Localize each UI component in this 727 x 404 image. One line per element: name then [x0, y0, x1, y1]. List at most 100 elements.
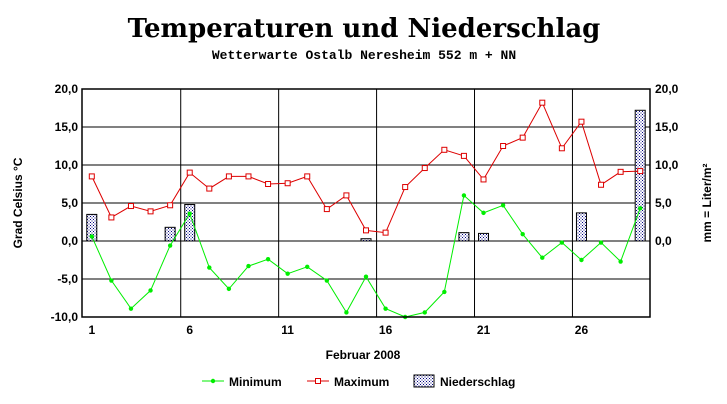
- y-tick-label-left: 0,0: [61, 234, 78, 248]
- y-tick-label-left: 20,0: [55, 82, 79, 96]
- y-tick-label-left: -10,0: [51, 310, 79, 324]
- data-markers: [88, 99, 644, 320]
- x-axis-label: Februar 2008: [326, 348, 401, 362]
- y-tick-label-right: 5,0: [655, 196, 672, 210]
- point-minimum: [559, 240, 565, 245]
- precipitation-bar: [575, 212, 587, 242]
- point-maximum: [304, 173, 311, 180]
- point-minimum: [167, 243, 173, 248]
- point-minimum: [246, 263, 251, 269]
- point-maximum: [500, 143, 507, 149]
- point-minimum: [579, 257, 584, 263]
- point-minimum: [109, 278, 114, 283]
- point-minimum: [618, 259, 623, 264]
- precipitation-bar: [184, 204, 196, 242]
- tick-labels: 20,015,010,05,00,0-5,0-10,020,015,010,05…: [51, 82, 679, 337]
- point-minimum: [520, 231, 525, 237]
- point-minimum: [598, 240, 604, 245]
- temperature-lines: [91, 101, 641, 318]
- point-maximum: [402, 184, 409, 191]
- precipitation-bar: [360, 238, 372, 242]
- y-tick-label-right: 20,0: [655, 82, 679, 96]
- point-minimum: [540, 255, 545, 260]
- y-axis-label-right: mm = Liter/m²: [700, 163, 714, 242]
- point-maximum: [460, 152, 467, 159]
- series-line-maximum: [91, 101, 641, 234]
- point-minimum: [285, 271, 290, 276]
- chart-subtitle: Wetterwarte Ostalb Neresheim 552 m + NN: [212, 48, 516, 63]
- point-maximum: [186, 169, 193, 176]
- point-maximum: [167, 202, 174, 209]
- point-maximum: [363, 227, 369, 234]
- point-minimum: [383, 306, 388, 311]
- x-tick-label: 26: [575, 323, 589, 337]
- point-maximum: [617, 168, 624, 175]
- x-tick-label: 1: [88, 323, 95, 337]
- point-maximum: [637, 168, 644, 175]
- legend-item-niederschlag: Niederschlag: [413, 374, 515, 389]
- precipitation-bar: [634, 109, 646, 242]
- point-minimum: [481, 210, 486, 216]
- point-minimum: [148, 288, 153, 293]
- point-maximum: [558, 145, 565, 152]
- point-minimum: [305, 264, 310, 270]
- point-maximum: [343, 192, 350, 199]
- x-tick-label: 21: [477, 323, 491, 337]
- y-axis-label-left: Grad Celsius °C: [11, 157, 25, 248]
- point-minimum: [187, 211, 192, 216]
- point-maximum: [265, 181, 272, 187]
- point-maximum: [441, 146, 448, 153]
- legend-item-minimum: Minimum: [202, 375, 282, 389]
- x-tick-label: 6: [186, 323, 193, 337]
- point-minimum: [324, 278, 330, 283]
- point-maximum: [323, 206, 330, 213]
- point-minimum: [363, 274, 369, 279]
- point-minimum: [89, 234, 94, 239]
- point-maximum: [127, 203, 134, 210]
- legend-label-maximum: Maximum: [334, 375, 389, 389]
- precipitation-bar: [86, 213, 98, 242]
- point-minimum: [500, 203, 506, 208]
- precipitation-bar: [458, 232, 470, 242]
- point-maximum: [480, 176, 487, 183]
- point-minimum: [344, 310, 349, 315]
- x-tick-label: 11: [281, 323, 294, 337]
- y-tick-label-left: 10,0: [55, 158, 79, 172]
- point-maximum: [421, 165, 428, 172]
- point-maximum: [88, 173, 95, 180]
- point-maximum: [598, 181, 605, 188]
- point-minimum: [265, 257, 271, 262]
- legend: Minimum Maximum Niederschlag: [202, 374, 515, 389]
- series-line-minimum: [91, 194, 641, 318]
- point-maximum: [284, 180, 291, 187]
- point-maximum: [147, 208, 154, 215]
- point-minimum: [128, 306, 134, 311]
- legend-item-maximum: Maximum: [307, 375, 389, 389]
- point-minimum: [638, 206, 643, 211]
- y-tick-label-right: 0,0: [655, 234, 672, 248]
- point-maximum: [206, 185, 213, 192]
- plot-frame: [81, 88, 651, 318]
- point-maximum: [578, 118, 585, 125]
- y-tick-label-right: 10,0: [655, 158, 679, 172]
- chart-title: Temperaturen und Niederschlag: [128, 14, 601, 44]
- point-maximum: [225, 173, 232, 180]
- point-maximum: [382, 229, 389, 236]
- y-tick-label-right: 15,0: [655, 120, 679, 134]
- point-maximum: [539, 99, 546, 106]
- legend-label-minimum: Minimum: [229, 375, 282, 389]
- point-minimum: [226, 286, 232, 292]
- point-maximum: [108, 214, 115, 221]
- point-minimum: [422, 310, 427, 315]
- x-tick-label: 16: [379, 323, 393, 337]
- point-minimum: [207, 265, 212, 270]
- precipitation-bar: [164, 226, 176, 242]
- point-maximum: [519, 134, 526, 141]
- legend-label-niederschlag: Niederschlag: [440, 375, 515, 389]
- y-tick-label-left: 15,0: [55, 120, 79, 134]
- y-tick-label-left: 5,0: [61, 196, 78, 210]
- precipitation-bars: [86, 109, 646, 242]
- point-minimum: [461, 193, 467, 198]
- precipitation-bar: [478, 232, 490, 242]
